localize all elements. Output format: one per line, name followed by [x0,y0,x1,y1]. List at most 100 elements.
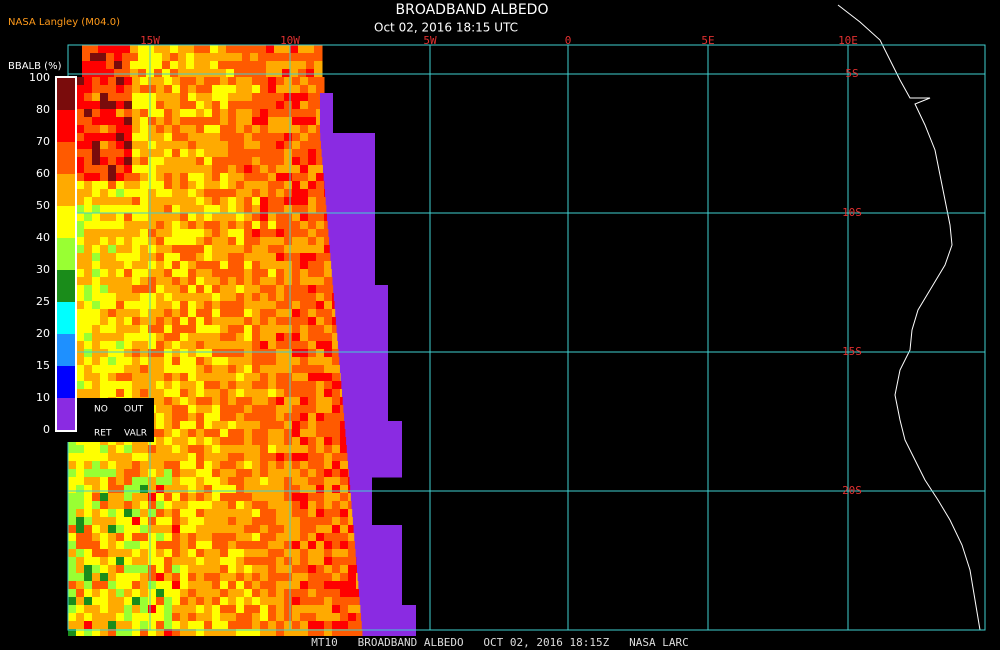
albedo-cell [316,453,325,462]
albedo-cell [300,77,309,86]
albedo-cell [132,253,141,262]
albedo-cell [268,357,277,366]
albedo-cell [100,373,109,382]
albedo-cell [220,493,229,502]
albedo-cell [228,381,237,390]
albedo-cell [252,629,261,638]
albedo-cell [324,445,333,454]
albedo-cell [300,517,309,526]
albedo-cell [124,517,133,526]
albedo-cell [116,245,125,254]
albedo-cell [212,237,221,246]
albedo-cell [276,173,285,182]
albedo-cell [172,453,181,462]
albedo-cell [212,205,221,214]
albedo-cell [236,325,245,334]
albedo-cell [196,85,205,94]
albedo-cell [92,205,101,214]
albedo-cell [306,45,315,54]
albedo-cell [220,197,229,206]
albedo-cell [316,333,325,342]
albedo-cell [188,205,197,214]
albedo-cell [212,181,221,190]
albedo-cell [204,349,213,358]
albedo-cell [300,141,309,150]
albedo-cell [196,501,205,510]
albedo-cell [92,621,101,630]
albedo-cell [300,485,309,494]
albedo-cell [284,149,293,158]
albedo-cell [116,349,125,358]
albedo-cell [316,245,325,254]
albedo-cell [260,525,269,534]
albedo-cell [258,45,267,54]
albedo-cell [228,493,237,502]
no-retrieval-cell [354,541,402,550]
albedo-cell [244,517,253,526]
albedo-cell [316,229,325,238]
albedo-cell [100,325,109,334]
albedo-cell [132,445,141,454]
albedo-cell [108,613,117,622]
albedo-cell [236,269,245,278]
albedo-cell [194,69,203,78]
albedo-cell [236,541,245,550]
no-retrieval-cell [362,629,416,638]
albedo-cell [236,261,245,270]
albedo-cell [212,101,221,110]
albedo-cell [180,149,189,158]
albedo-cell [180,621,189,630]
albedo-cell [84,525,93,534]
albedo-cell [188,557,197,566]
albedo-cell [188,125,197,134]
albedo-cell [284,389,293,398]
albedo-cell [348,517,357,526]
no-retrieval-cell [352,509,372,518]
albedo-cell [164,173,173,182]
albedo-cell [316,413,325,422]
albedo-cell [188,325,197,334]
albedo-cell [204,357,213,366]
albedo-cell [164,221,173,230]
albedo-cell [308,333,317,342]
albedo-cell [252,605,261,614]
albedo-cell [68,605,77,614]
albedo-cell [308,189,317,198]
albedo-cell [172,229,181,238]
albedo-cell [268,629,277,638]
albedo-cell [68,485,77,494]
albedo-cell [84,301,93,310]
albedo-cell [282,53,291,62]
albedo-cell [284,213,293,222]
albedo-cell [202,61,211,70]
albedo-cell [220,205,229,214]
albedo-cell [172,165,181,174]
albedo-cell [292,109,301,118]
albedo-cell [252,165,261,174]
albedo-cell [332,581,341,590]
albedo-cell [108,269,117,278]
albedo-cell [114,61,123,70]
albedo-cell [132,261,141,270]
albedo-cell [140,453,149,462]
albedo-cell [204,165,213,174]
albedo-cell [220,309,229,318]
albedo-cell [108,541,117,550]
albedo-cell [82,45,91,54]
albedo-cell [204,429,213,438]
albedo-cell [212,565,221,574]
colorbar-swatch [57,110,75,142]
albedo-cell [196,597,205,606]
albedo-cell [210,61,219,70]
albedo-cell [244,269,253,278]
albedo-cell [108,493,117,502]
albedo-cell [84,141,93,150]
albedo-cell [268,381,277,390]
albedo-cell [300,325,309,334]
albedo-cell [148,77,157,86]
albedo-cell [348,541,357,550]
albedo-cell [188,581,197,590]
albedo-cell [82,61,91,70]
albedo-cell [164,389,173,398]
albedo-cell [148,173,157,182]
